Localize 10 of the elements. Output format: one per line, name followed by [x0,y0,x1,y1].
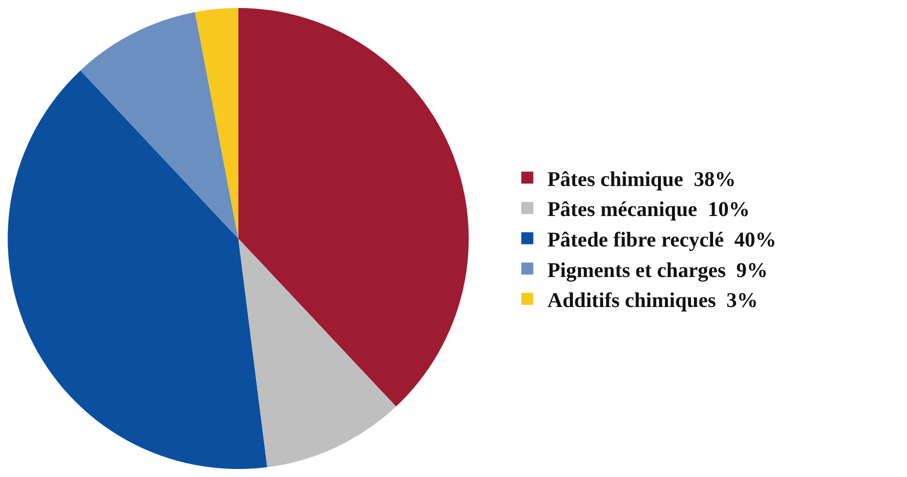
legend-label: Pâtes mécanique 10% [547,197,750,222]
pie-slice [80,12,238,238]
pie-slice [8,70,268,469]
legend-label: Pigments et charges 9% [547,258,768,282]
pie-slice [238,8,468,407]
pie-slice [195,8,238,238]
legend-label: Additifs chimiques 3% [547,288,758,312]
legend-label: Pâtes chimique 38% [547,166,736,191]
pie-slice [238,238,396,468]
legend-label: Pâtede fibre recyclé 40% [547,227,776,252]
